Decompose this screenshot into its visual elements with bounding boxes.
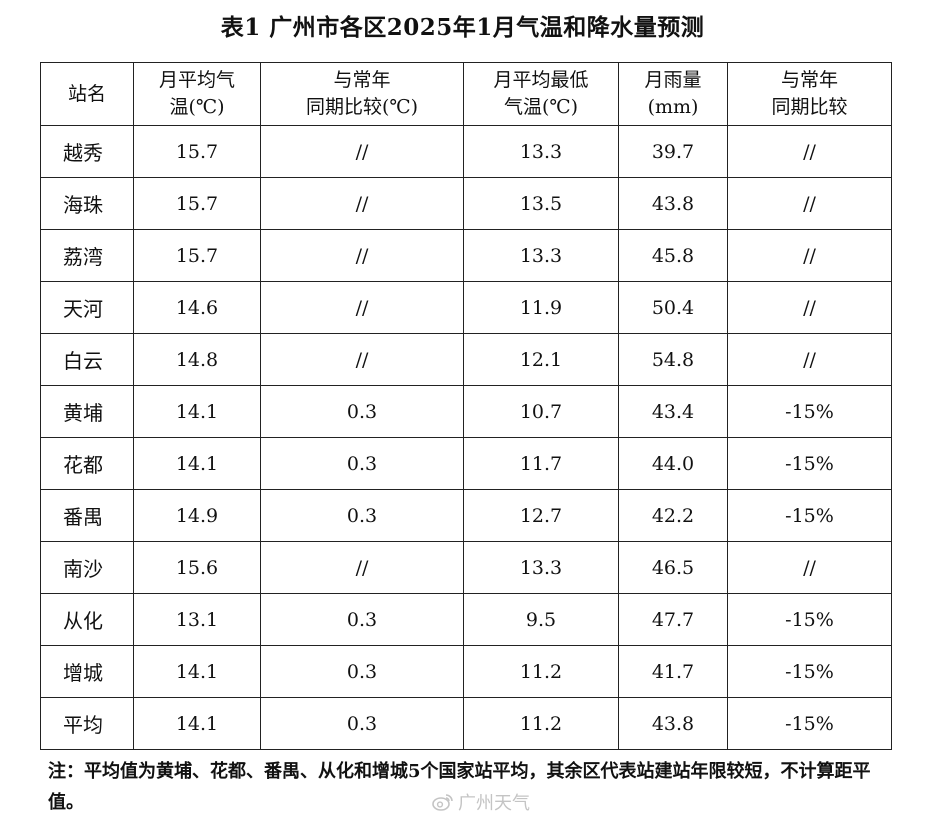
table-cell: 11.9 xyxy=(463,281,619,334)
column-header: 月平均最低 气温(℃) xyxy=(463,62,619,126)
table-cell: 14.1 xyxy=(133,437,261,490)
table-cell: -15% xyxy=(727,593,892,646)
table-cell: 13.3 xyxy=(463,541,619,594)
table-cell: // xyxy=(727,281,892,334)
table-cell: 44.0 xyxy=(618,437,728,490)
table-cell: 12.1 xyxy=(463,333,619,386)
station-name-cell: 增城 xyxy=(40,645,134,698)
station-name-cell: 天河 xyxy=(40,281,134,334)
table-cell: // xyxy=(260,229,464,282)
station-name-cell: 荔湾 xyxy=(40,229,134,282)
column-header: 月雨量 (mm) xyxy=(618,62,728,126)
table-cell: // xyxy=(260,333,464,386)
table-cell: 0.3 xyxy=(260,697,464,750)
table-cell: 50.4 xyxy=(618,281,728,334)
table-cell: 15.7 xyxy=(133,177,261,230)
table-cell: 0.3 xyxy=(260,385,464,438)
table-cell: 11.7 xyxy=(463,437,619,490)
forecast-table: 站名 月平均气 温(℃) 与常年 同期比较(℃) 月平均最低 气温(℃) 月雨量 (mm) 与常年… xyxy=(40,62,892,750)
table-cell: 0.3 xyxy=(260,489,464,542)
table-cell: // xyxy=(260,541,464,594)
table-cell: // xyxy=(727,125,892,178)
column-header: 与常年 同期比较(℃) xyxy=(260,62,464,126)
station-name-cell: 黄埔 xyxy=(40,385,134,438)
table-row: 花都 14.1 0.3 11.7 44.0 -15% xyxy=(40,437,892,490)
table-cell: 11.2 xyxy=(463,697,619,750)
table-cell: 39.7 xyxy=(618,125,728,178)
table-cell: 14.9 xyxy=(133,489,261,542)
table-row: 增城 14.1 0.3 11.2 41.7 -15% xyxy=(40,645,892,698)
table-cell: -15% xyxy=(727,437,892,490)
table-row: 番禺 14.9 0.3 12.7 42.2 -15% xyxy=(40,489,892,542)
table-cell: 43.8 xyxy=(618,177,728,230)
table-row: 荔湾 15.7//13.3 45.8// xyxy=(40,229,892,282)
table-body: 越秀 15.7//13.3 39.7//海珠 15.7//13.5 43.8//荔湾 15… xyxy=(40,125,892,750)
table-cell: 0.3 xyxy=(260,645,464,698)
column-header: 站名 xyxy=(40,62,134,126)
table-row: 海珠 15.7//13.5 43.8// xyxy=(40,177,892,230)
weibo-logo-icon xyxy=(432,792,454,812)
table-cell: 54.8 xyxy=(618,333,728,386)
table-cell: 45.8 xyxy=(618,229,728,282)
table-row: 从化 13.1 0.3 9.5 47.7 -15% xyxy=(40,593,892,646)
table-cell: 41.7 xyxy=(618,645,728,698)
table-cell: 14.1 xyxy=(133,385,261,438)
station-name-cell: 番禺 xyxy=(40,489,134,542)
table-cell: 14.8 xyxy=(133,333,261,386)
station-name-cell: 南沙 xyxy=(40,541,134,594)
table-cell: 46.5 xyxy=(618,541,728,594)
column-header: 月平均气 温(℃) xyxy=(133,62,261,126)
watermark: 广州天气 xyxy=(432,789,530,815)
table-cell: 15.7 xyxy=(133,229,261,282)
column-header: 与常年 同期比较 xyxy=(727,62,892,126)
station-name-cell: 平均 xyxy=(40,697,134,750)
table-cell: 14.1 xyxy=(133,645,261,698)
table-cell: 13.5 xyxy=(463,177,619,230)
station-name-cell: 花都 xyxy=(40,437,134,490)
watermark-text: 广州天气 xyxy=(458,793,530,814)
table-cell: // xyxy=(727,541,892,594)
table-row: 南沙 15.6//13.3 46.5// xyxy=(40,541,892,594)
table-row: 平均 14.1 0.3 11.2 43.8 -15% xyxy=(40,697,892,750)
table-cell: 13.3 xyxy=(463,229,619,282)
table-row: 白云 14.8//12.1 54.8// xyxy=(40,333,892,386)
table-cell: 13.1 xyxy=(133,593,261,646)
table-cell: 12.7 xyxy=(463,489,619,542)
table-cell: 11.2 xyxy=(463,645,619,698)
table-cell: 42.2 xyxy=(618,489,728,542)
table-cell: 0.3 xyxy=(260,437,464,490)
table-cell: -15% xyxy=(727,385,892,438)
table-cell: 15.7 xyxy=(133,125,261,178)
table-cell: 47.7 xyxy=(618,593,728,646)
table-cell: // xyxy=(260,125,464,178)
table-cell: -15% xyxy=(727,489,892,542)
table-row: 越秀 15.7//13.3 39.7// xyxy=(40,125,892,178)
station-name-cell: 越秀 xyxy=(40,125,134,178)
table-cell: // xyxy=(727,229,892,282)
table-cell: 9.5 xyxy=(463,593,619,646)
table-cell: 0.3 xyxy=(260,593,464,646)
table-cell: 13.3 xyxy=(463,125,619,178)
table-header: 站名 月平均气 温(℃) 与常年 同期比较(℃) 月平均最低 气温(℃) 月雨量 (mm) 与常年… xyxy=(40,62,892,126)
table-cell: 14.1 xyxy=(133,697,261,750)
table-cell: 14.6 xyxy=(133,281,261,334)
table-row: 黄埔 14.1 0.3 10.7 43.4 -15% xyxy=(40,385,892,438)
table-cell: -15% xyxy=(727,697,892,750)
table-cell: 43.8 xyxy=(618,697,728,750)
station-name-cell: 从化 xyxy=(40,593,134,646)
table-cell: // xyxy=(260,281,464,334)
table-row: 天河 14.6//11.9 50.4// xyxy=(40,281,892,334)
table-cell: -15% xyxy=(727,645,892,698)
footnote: 注：平均值为黄埔、花都、番禺、从化和增城5个国家站平均，其余区代表站建站年限较短… xyxy=(48,761,871,813)
table-cell: // xyxy=(727,177,892,230)
station-name-cell: 海珠 xyxy=(40,177,134,230)
table-cell: // xyxy=(260,177,464,230)
table-cell: 43.4 xyxy=(618,385,728,438)
header-row: 站名 月平均气 温(℃) 与常年 同期比较(℃) 月平均最低 气温(℃) 月雨量 (mm) 与常年… xyxy=(40,62,892,126)
table-cell: 10.7 xyxy=(463,385,619,438)
table-cell: // xyxy=(727,333,892,386)
station-name-cell: 白云 xyxy=(40,333,134,386)
table-cell: 15.6 xyxy=(133,541,261,594)
table-title: 表1 广州市各区2025年1月气温和降水量预测 xyxy=(220,14,705,41)
